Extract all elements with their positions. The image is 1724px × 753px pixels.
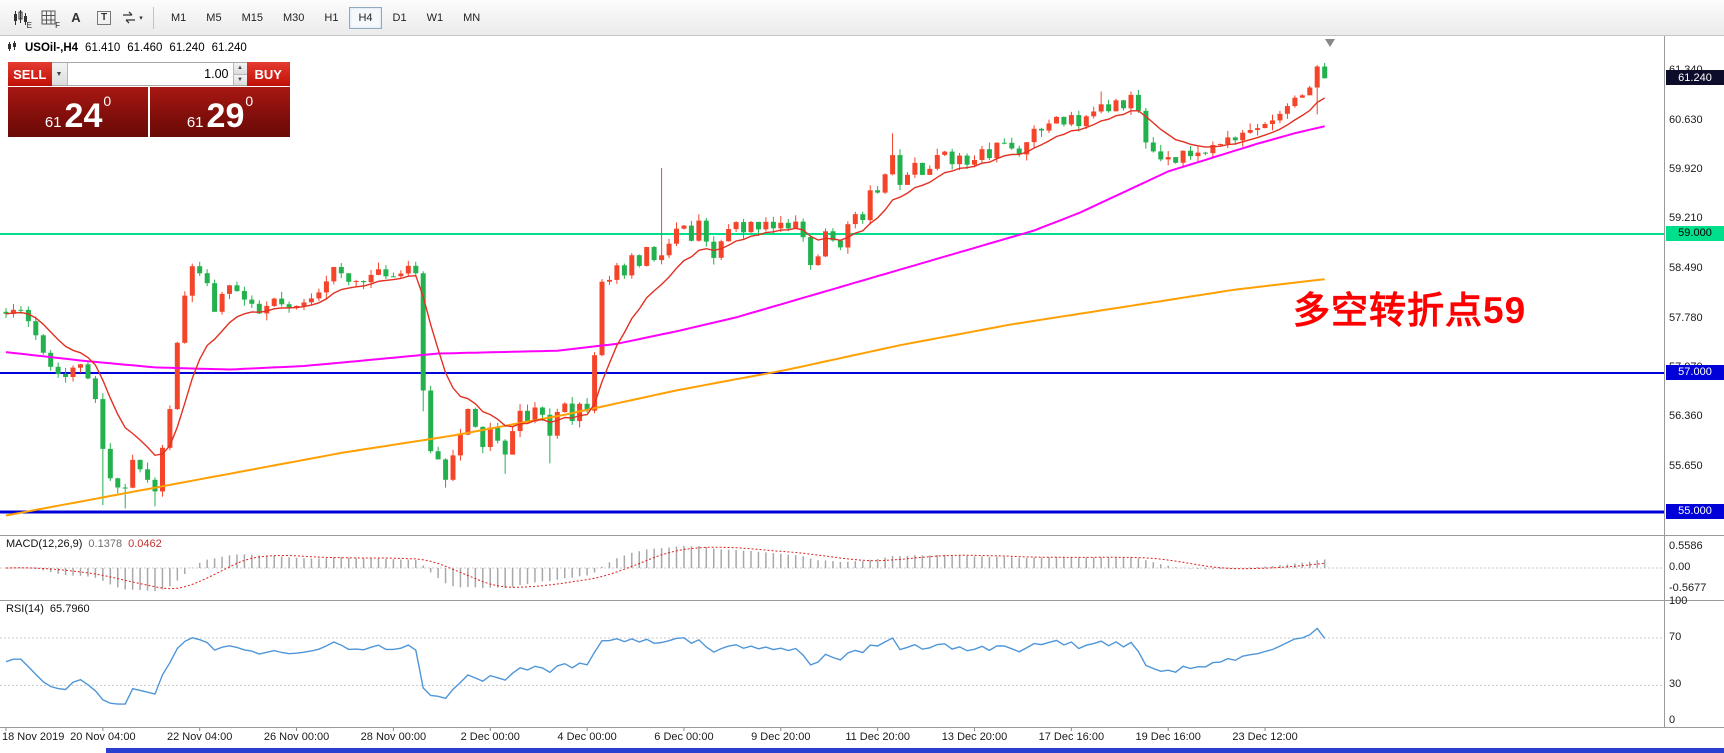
chart-annotation-text: 多空转折点59 <box>1293 290 1527 331</box>
lot-decrease-button[interactable]: ▼ <box>233 74 247 85</box>
ohlc-low: 61.240 <box>169 42 205 54</box>
macd-main-value: 0.1378 <box>88 538 123 550</box>
tf-button-m15[interactable]: M15 <box>241 11 263 24</box>
ohlc-high: 61.460 <box>127 42 163 54</box>
text-label-icon[interactable]: T <box>90 5 118 31</box>
toolbar-separator <box>153 6 154 29</box>
tf-button-m5[interactable]: M5 <box>206 11 222 24</box>
lot-spinner: ▲ ▼ <box>232 63 247 85</box>
chart-shift-marker <box>1325 39 1335 47</box>
timeframe-group: M1 M5 M15 M30 H1 H4 D1 W1 MN <box>161 6 490 29</box>
macd-title: MACD(12,26,9) 0.1378 0.0462 <box>6 538 162 550</box>
buy-price-sup: 0 <box>245 93 254 109</box>
tf-button-h4[interactable]: H4 <box>349 6 382 29</box>
rsi-value: 65.7960 <box>49 603 90 615</box>
grid-icon[interactable]: F <box>34 5 62 31</box>
lot-dropdown-button[interactable]: ▼ <box>51 63 68 85</box>
lot-size-input[interactable] <box>67 63 233 85</box>
sell-price-sup: 0 <box>103 93 112 109</box>
window-bottom-edge <box>106 748 1724 753</box>
tf-button-m1[interactable]: M1 <box>171 11 187 24</box>
buy-price-small: 61 <box>186 114 204 131</box>
buy-button[interactable]: BUY <box>246 62 290 86</box>
tf-button-d1[interactable]: D1 <box>392 11 407 24</box>
sell-button[interactable]: SELL <box>8 62 52 86</box>
sell-price-small: 61 <box>44 114 62 131</box>
ohlc-close: 61.240 <box>211 42 247 54</box>
one-click-trade-panel: SELL ▼ ▲ ▼ BUY 61 24 0 61 29 0 <box>8 62 290 137</box>
toolbar: E F A T ▾ M1 M5 M15 M30 H1 H4 D1 W1 MN <box>0 0 1724 36</box>
tf-button-h1[interactable]: H1 <box>324 11 339 24</box>
macd-signal-value: 0.0462 <box>128 538 162 550</box>
text-a-icon[interactable]: A <box>71 10 81 25</box>
tf-button-w1[interactable]: W1 <box>426 11 444 24</box>
tf-button-m30[interactable]: M30 <box>282 11 305 24</box>
symbol-header: USOil-,H4 61.410 61.460 61.240 61.240 <box>7 41 247 55</box>
lot-increase-button[interactable]: ▲ <box>233 63 247 75</box>
period-cycle-icon[interactable]: ▾ <box>118 5 146 31</box>
chart-window-icon <box>7 41 18 55</box>
candlesticks-icon[interactable]: E <box>6 5 34 31</box>
tf-button-mn[interactable]: MN <box>463 11 481 24</box>
sell-price-display[interactable]: 61 24 0 <box>8 87 148 137</box>
rsi-title: RSI(14) 65.7960 <box>6 603 90 615</box>
buy-price-large: 29 <box>206 97 245 135</box>
symbol-name: USOil-,H4 <box>25 42 79 54</box>
buy-price-display[interactable]: 61 29 0 <box>150 87 290 137</box>
ohlc-open: 61.410 <box>85 42 121 54</box>
sell-price-large: 24 <box>64 97 103 135</box>
